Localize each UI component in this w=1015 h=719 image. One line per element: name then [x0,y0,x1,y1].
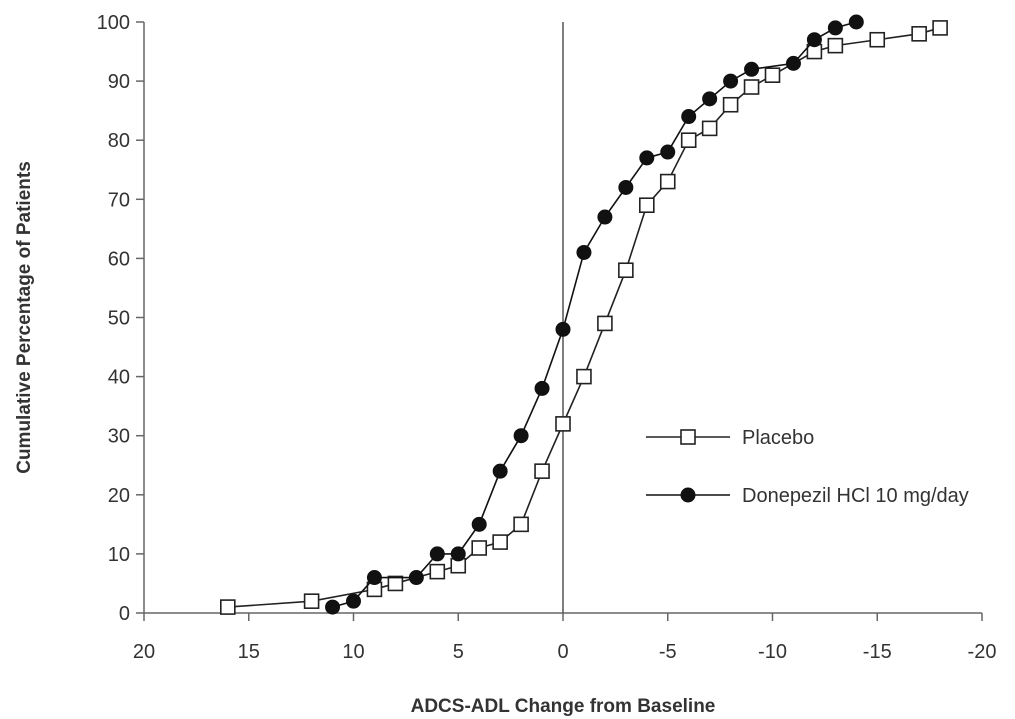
data-point [744,61,760,77]
data-point [743,79,760,95]
series-layer [220,14,948,615]
data-point [639,150,655,166]
data-point [785,55,801,71]
y-tick-label: 50 [108,308,130,330]
data-point [513,428,529,444]
data-point [680,132,697,148]
legend: Placebo Donepezil HCl 10 mg/day [646,427,969,507]
data-point [806,32,822,48]
y-tick-label: 60 [108,248,130,270]
legend-marker [680,487,696,503]
data-point [534,380,550,396]
y-tick-label: 10 [108,544,130,566]
y-tick-label: 70 [108,189,130,211]
y-tick-label: 20 [108,485,130,507]
data-point [723,73,739,89]
y-axis-title: Cumulative Percentage of Patients [14,161,35,474]
x-tick-label: 15 [238,641,260,663]
x-tick-label: 0 [557,641,568,663]
y-tick-label: 0 [119,603,130,625]
y-tick-label: 90 [108,71,130,93]
data-point [471,540,488,556]
data-point [471,516,487,532]
data-point [911,26,927,42]
legend-entry: Placebo [646,427,814,449]
data-point [618,262,634,279]
x-tick-label: -5 [659,641,677,663]
series-1 [220,20,948,615]
data-point [701,120,718,137]
data-point [638,197,655,214]
data-point [827,20,843,36]
legend-marker [680,429,696,445]
data-point [366,570,382,586]
data-point [387,575,404,592]
data-point [513,516,529,533]
series-line [332,21,857,608]
data-point [429,546,445,562]
data-point [722,96,739,113]
data-point [576,368,592,385]
data-point [492,534,508,550]
data-point [429,563,446,580]
data-point [827,37,844,54]
x-axis-title: ADCS-ADL Change from Baseline [411,696,716,717]
data-point [346,593,361,609]
series-line [227,27,941,608]
data-point [534,463,550,479]
data-point [618,179,634,195]
data-point [408,570,424,586]
data-point [220,599,236,615]
data-point [659,173,676,190]
series-2 [325,14,864,615]
data-point [932,20,948,36]
legend-entry: Donepezil HCl 10 mg/day [646,485,969,507]
data-point [597,315,613,332]
data-point [681,109,697,125]
y-tick-label: 40 [108,367,130,389]
data-point [303,593,320,609]
data-point [869,31,886,48]
x-tick-label: -20 [968,641,997,663]
data-point [576,244,592,260]
y-tick-label: 100 [97,12,130,34]
x-tick-label: 20 [133,641,155,663]
data-point [555,416,571,432]
data-point [450,546,466,562]
legend-label: Placebo [742,427,814,449]
x-tick-label: -10 [758,641,787,663]
data-point [702,91,718,107]
data-point [597,209,613,225]
data-point [660,144,676,160]
data-point [325,599,341,615]
x-tick-label: 5 [453,641,464,663]
data-point [764,67,781,83]
x-tick-label: 10 [342,641,364,663]
data-point [848,14,864,30]
y-tick-label: 30 [108,426,130,448]
data-point [555,321,571,337]
y-tick-label: 80 [108,130,130,152]
legend-label: Donepezil HCl 10 mg/day [742,485,969,507]
x-tick-label: -15 [863,641,892,663]
data-point [492,463,508,479]
